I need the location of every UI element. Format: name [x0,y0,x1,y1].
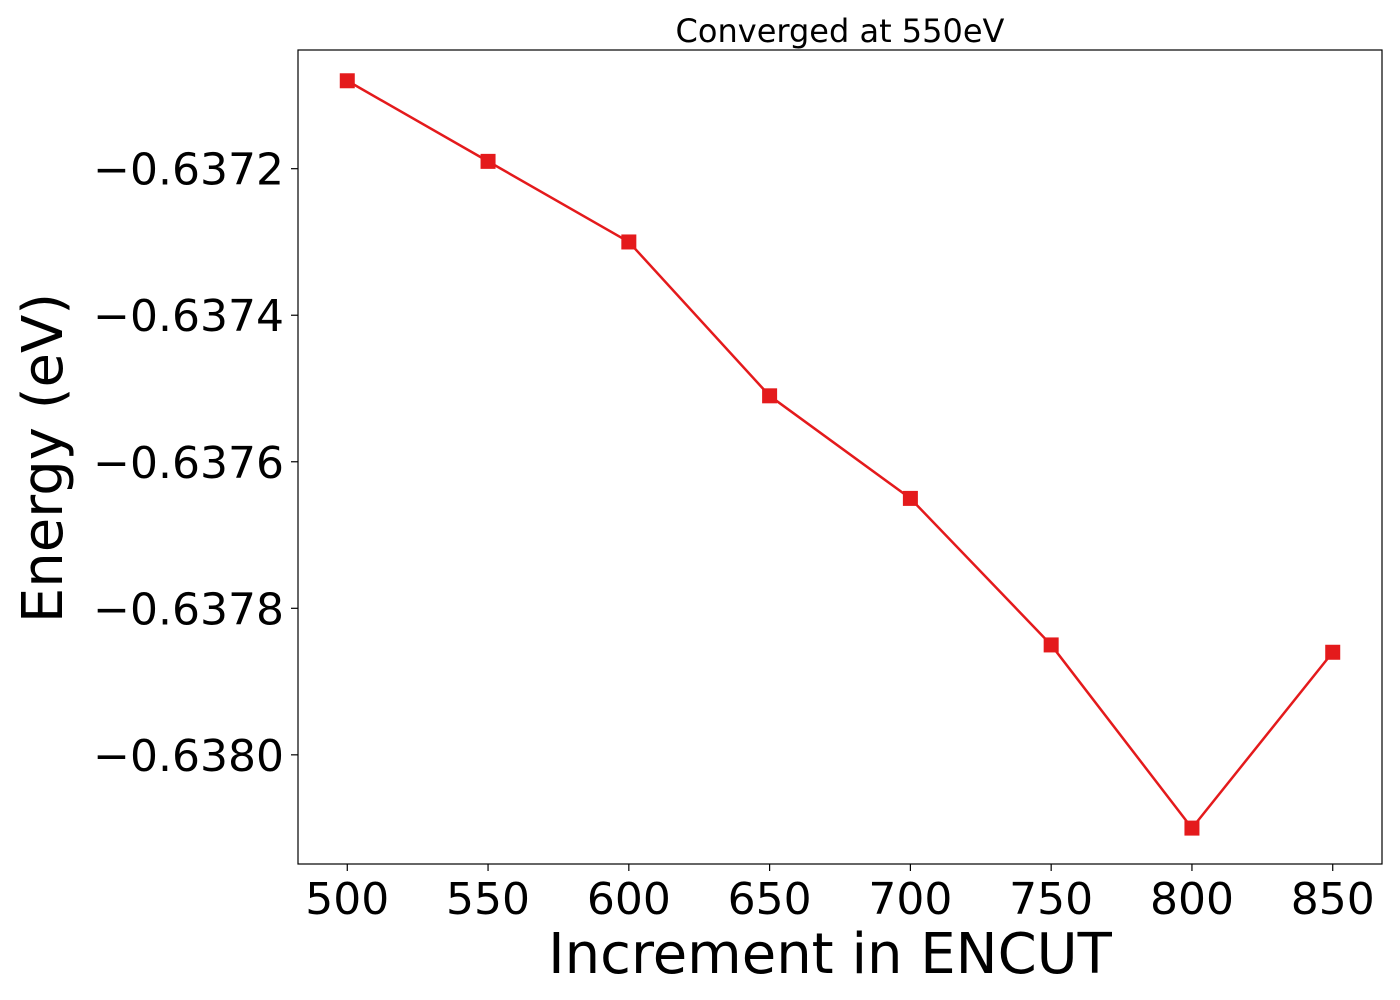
x-tick-label: 550 [446,874,530,925]
x-tick-label: 850 [1291,874,1375,925]
data-point-marker [480,153,496,169]
x-tick-label: 500 [305,874,389,925]
x-tick-label: 650 [728,874,812,925]
x-tick-label: 700 [868,874,952,925]
data-point-marker [902,490,918,506]
y-tick-label: −0.6374 [93,291,284,342]
y-axis: −0.6372 −0.6374 −0.6376 −0.6378 −0.6380 [93,145,298,782]
y-axis-title: Energy (eV) [11,293,76,623]
y-tick-label: −0.6378 [93,584,284,635]
y-tick-label: −0.6380 [93,731,284,782]
series-line [346,79,1334,830]
chart-title: Converged at 550eV [676,12,1005,50]
x-tick-label: 800 [1150,874,1234,925]
plot-area [297,49,1383,865]
data-point-marker [762,388,778,404]
x-axis-title: Increment in ENCUT [548,922,1113,987]
data-point-marker [1325,644,1341,660]
y-tick-label: −0.6376 [93,438,284,489]
series-layer [339,73,1341,836]
data-point-marker [1184,820,1200,836]
data-point-marker [621,234,637,250]
data-point-marker [1043,637,1059,653]
x-tick-label: 750 [1009,874,1093,925]
x-tick-label: 600 [587,874,671,925]
y-tick-label: −0.6372 [93,145,284,196]
data-point-marker [339,73,355,89]
x-axis: 500 550 600 650 700 750 800 850 [305,864,1375,925]
